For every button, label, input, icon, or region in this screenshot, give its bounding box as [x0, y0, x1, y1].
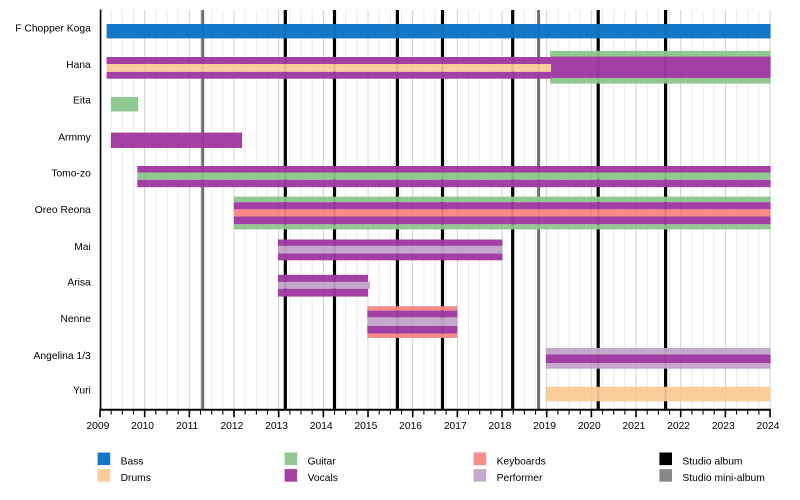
svg-text:Oreo Reona: Oreo Reona: [35, 205, 91, 216]
svg-text:Vocals: Vocals: [308, 473, 338, 484]
svg-text:Arisa: Arisa: [67, 278, 91, 289]
svg-text:Nenne: Nenne: [60, 314, 91, 325]
svg-text:2022: 2022: [667, 421, 690, 432]
svg-text:2019: 2019: [533, 421, 556, 432]
svg-text:Mai: Mai: [74, 242, 91, 253]
svg-text:2018: 2018: [488, 421, 511, 432]
svg-text:2024: 2024: [757, 421, 780, 432]
svg-text:2011: 2011: [176, 421, 198, 432]
svg-text:2023: 2023: [712, 421, 735, 432]
svg-text:2010: 2010: [131, 421, 154, 432]
svg-text:2021: 2021: [622, 421, 645, 432]
svg-text:2012: 2012: [220, 421, 243, 432]
svg-text:F Chopper Koga: F Chopper Koga: [15, 23, 91, 34]
svg-text:Bass: Bass: [121, 456, 144, 467]
svg-text:Studio album: Studio album: [682, 456, 742, 467]
svg-text:2015: 2015: [354, 421, 377, 432]
svg-text:Drums: Drums: [121, 473, 151, 484]
svg-text:Studio mini-album: Studio mini-album: [682, 473, 764, 484]
svg-text:Yuri: Yuri: [73, 385, 91, 396]
svg-text:2017: 2017: [444, 421, 467, 432]
svg-text:Angelina 1/3: Angelina 1/3: [34, 351, 92, 362]
svg-text:2020: 2020: [578, 421, 601, 432]
svg-text:Armmy: Armmy: [58, 132, 91, 143]
svg-text:Hana: Hana: [66, 60, 91, 71]
svg-text:Guitar: Guitar: [308, 456, 337, 467]
svg-text:2016: 2016: [399, 421, 422, 432]
svg-text:2014: 2014: [310, 421, 333, 432]
svg-text:2013: 2013: [265, 421, 288, 432]
svg-text:2009: 2009: [86, 421, 109, 432]
svg-text:Performer: Performer: [497, 473, 543, 484]
svg-text:Keyboards: Keyboards: [497, 456, 546, 467]
svg-text:Eita: Eita: [73, 96, 91, 107]
svg-text:Tomo-zo: Tomo-zo: [51, 169, 91, 180]
